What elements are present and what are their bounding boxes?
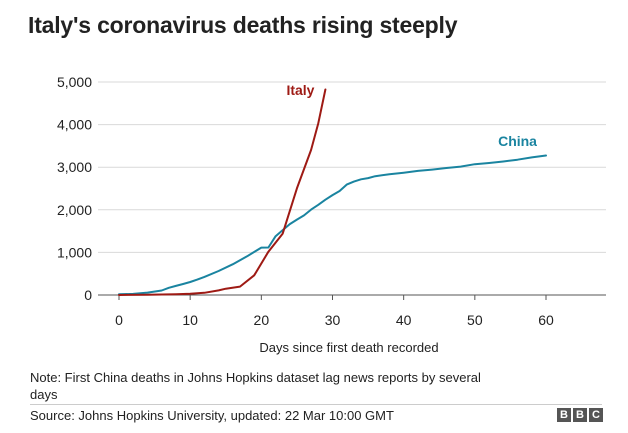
y-tick-label: 2,000 <box>57 202 92 218</box>
y-axis: 0 1,000 2,000 3,000 4,000 5,000 <box>57 74 92 303</box>
italy-series-label: Italy <box>286 82 314 98</box>
logo-letter: B <box>573 408 587 422</box>
x-tick-label: 0 <box>115 312 123 328</box>
china-line <box>118 154 547 296</box>
footer-divider <box>30 404 602 405</box>
y-tick-label: 5,000 <box>57 74 92 90</box>
chart-title: Italy's coronavirus deaths rising steepl… <box>28 12 458 38</box>
series-labels: China Italy <box>286 82 537 149</box>
x-tick-label: 40 <box>396 312 412 328</box>
series-lines <box>118 88 547 296</box>
y-tick-label: 3,000 <box>57 159 92 175</box>
x-tick-label: 20 <box>254 312 270 328</box>
italy-line <box>118 88 327 296</box>
x-tick-label: 10 <box>182 312 198 328</box>
bbc-logo: B B C <box>557 408 603 422</box>
x-axis-label: Days since first death recorded <box>259 340 438 355</box>
x-tick-label: 60 <box>538 312 554 328</box>
line-chart: 0 1,000 2,000 3,000 4,000 5,000 0 10 20 30 40 50 60… <box>57 74 606 355</box>
grid-lines <box>98 81 606 296</box>
china-series-label: China <box>498 133 537 149</box>
y-tick-label: 4,000 <box>57 117 92 133</box>
x-axis: 0 10 20 30 40 50 60 <box>115 295 554 328</box>
logo-letter: C <box>589 408 603 422</box>
x-tick-label: 50 <box>467 312 483 328</box>
source-text: Source: Johns Hopkins University, update… <box>30 408 394 423</box>
chart-note: Note: First China deaths in Johns Hopkin… <box>30 370 481 402</box>
logo-letter: B <box>557 408 571 422</box>
y-tick-label: 0 <box>84 287 92 303</box>
x-tick-label: 30 <box>325 312 341 328</box>
y-tick-label: 1,000 <box>57 244 92 260</box>
